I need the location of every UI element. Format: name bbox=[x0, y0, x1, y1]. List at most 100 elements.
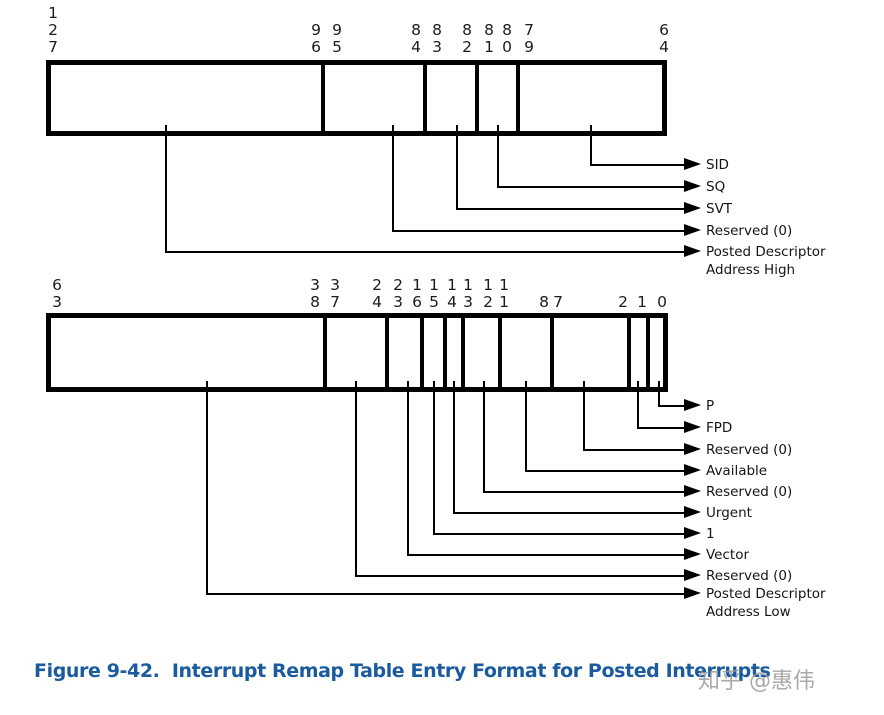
field-divider bbox=[323, 313, 327, 392]
field-callout-label: Posted Descriptor Address Low bbox=[706, 586, 826, 620]
field-divider bbox=[461, 313, 465, 392]
leader-line bbox=[453, 381, 455, 513]
leader-line bbox=[658, 405, 686, 407]
leader-line bbox=[583, 381, 585, 450]
callout-arrow-icon bbox=[684, 548, 701, 560]
bit-label: 83 bbox=[432, 21, 442, 56]
callout-arrow-icon bbox=[684, 245, 701, 257]
leader-line bbox=[658, 381, 660, 406]
bit-label: 64 bbox=[659, 21, 669, 56]
field-callout-label: Posted Descriptor Address High bbox=[706, 244, 826, 278]
bit-label: 2 bbox=[618, 293, 628, 311]
callout-arrow-icon bbox=[684, 399, 701, 411]
field-divider bbox=[385, 313, 389, 392]
field-divider bbox=[498, 313, 502, 392]
callout-arrow-icon bbox=[684, 587, 701, 599]
leader-line bbox=[206, 593, 686, 595]
field-callout-label: P bbox=[706, 398, 715, 414]
leader-line bbox=[483, 381, 485, 492]
bit-label: 12 bbox=[483, 276, 493, 311]
bit-label: 63 bbox=[52, 276, 62, 311]
bit-label: 0 bbox=[657, 293, 667, 311]
field-divider bbox=[321, 60, 325, 136]
field-callout-label: Urgent bbox=[706, 505, 752, 521]
bit-label: 37 bbox=[330, 276, 340, 311]
field-divider bbox=[423, 60, 427, 136]
bit-label: 80 bbox=[502, 21, 512, 56]
bit-label: 127 bbox=[48, 4, 58, 56]
leader-line bbox=[590, 125, 592, 165]
field-divider bbox=[420, 313, 424, 392]
callout-arrow-icon bbox=[684, 202, 701, 214]
leader-line bbox=[392, 125, 394, 231]
callout-arrow-icon bbox=[684, 464, 701, 476]
leader-line bbox=[525, 381, 527, 471]
leader-line bbox=[206, 381, 208, 594]
field-callout-label: SQ bbox=[706, 179, 726, 195]
bit-label: 15 bbox=[429, 276, 439, 311]
leader-line bbox=[165, 251, 686, 253]
field-divider bbox=[627, 313, 631, 392]
bit-label: 13 bbox=[463, 276, 473, 311]
callout-arrow-icon bbox=[684, 443, 701, 455]
leader-line bbox=[355, 381, 357, 576]
field-callout-label: 1 bbox=[706, 526, 715, 542]
bit-label: 38 bbox=[310, 276, 320, 311]
callout-arrow-icon bbox=[684, 506, 701, 518]
figure-caption: Figure 9-42. Interrupt Remap Table Entry… bbox=[34, 660, 771, 682]
bit-label: 96 bbox=[311, 21, 321, 56]
leader-line bbox=[456, 125, 458, 209]
leader-line bbox=[590, 164, 686, 166]
leader-line bbox=[456, 208, 686, 210]
field-callout-label: Vector bbox=[706, 547, 750, 563]
callout-arrow-icon bbox=[684, 485, 701, 497]
field-callout-label: Reserved (0) bbox=[706, 223, 793, 239]
register-box-upper bbox=[46, 60, 667, 136]
field-callout-label: Reserved (0) bbox=[706, 568, 793, 584]
bit-label: 79 bbox=[524, 21, 534, 56]
leader-line bbox=[165, 125, 167, 252]
bit-label: 95 bbox=[332, 21, 342, 56]
bit-label: 7 bbox=[553, 293, 563, 311]
bit-label: 11 bbox=[499, 276, 509, 311]
field-divider bbox=[646, 313, 650, 392]
leader-line bbox=[433, 533, 686, 535]
leader-line bbox=[453, 512, 686, 514]
register-box-lower bbox=[46, 313, 668, 392]
leader-line bbox=[497, 186, 686, 188]
leader-line bbox=[497, 125, 499, 187]
bit-label: 81 bbox=[484, 21, 494, 56]
callout-arrow-icon bbox=[684, 180, 701, 192]
field-callout-label: Reserved (0) bbox=[706, 484, 793, 500]
bit-label: 82 bbox=[462, 21, 472, 56]
callout-arrow-icon bbox=[684, 527, 701, 539]
bit-label: 16 bbox=[412, 276, 422, 311]
bit-label: 24 bbox=[372, 276, 382, 311]
field-callout-label: Available bbox=[706, 463, 768, 479]
field-divider bbox=[516, 60, 520, 136]
callout-arrow-icon bbox=[684, 569, 701, 581]
leader-line bbox=[355, 575, 686, 577]
bit-label: 8 bbox=[539, 293, 549, 311]
bit-label: 84 bbox=[411, 21, 421, 56]
field-divider bbox=[443, 313, 447, 392]
leader-line bbox=[583, 449, 686, 451]
watermark: 知乎 @惠伟 bbox=[698, 669, 815, 694]
field-callout-label: FPD bbox=[706, 420, 733, 436]
leader-line bbox=[637, 427, 686, 429]
leader-line bbox=[407, 554, 686, 556]
leader-line bbox=[433, 381, 435, 534]
leader-line bbox=[407, 381, 409, 555]
callout-arrow-icon bbox=[684, 158, 701, 170]
callout-arrow-icon bbox=[684, 224, 701, 236]
field-callout-label: SVT bbox=[706, 201, 733, 217]
leader-line bbox=[483, 491, 686, 493]
field-divider bbox=[475, 60, 479, 136]
leader-line bbox=[637, 381, 639, 428]
field-callout-label: SID bbox=[706, 157, 729, 173]
leader-line bbox=[392, 230, 686, 232]
callout-arrow-icon bbox=[684, 421, 701, 433]
bit-label: 14 bbox=[447, 276, 457, 311]
bit-label: 23 bbox=[393, 276, 403, 311]
